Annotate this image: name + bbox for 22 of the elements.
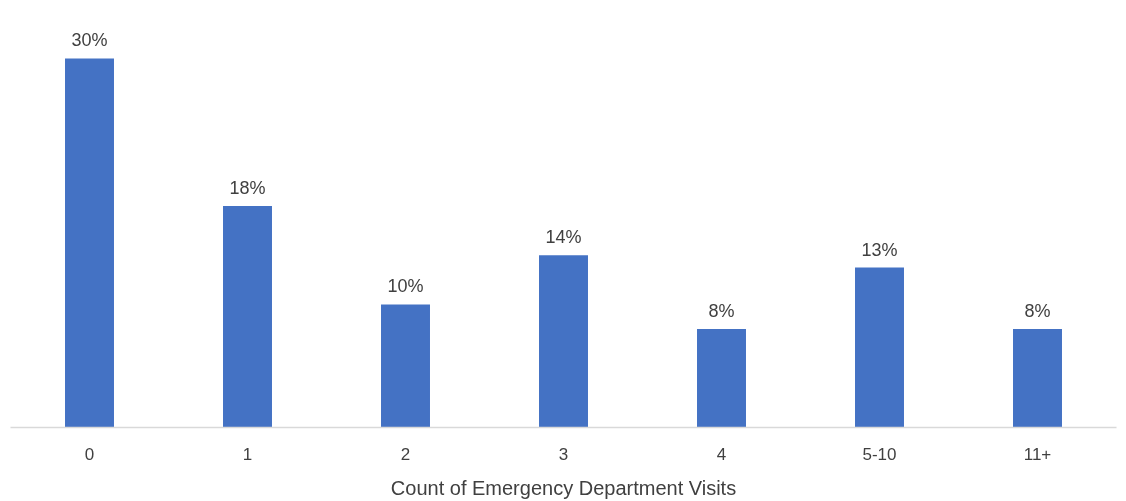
x-tick-label: 3 [558,444,569,464]
bar [1013,329,1062,428]
bar [223,206,272,428]
bar [65,58,114,428]
bar [697,329,746,428]
x-tick-label: 4 [716,444,727,464]
bar [539,255,588,428]
x-axis-title: Count of Emergency Department Visits [390,476,737,499]
data-label: 30% [71,30,108,51]
bar [381,304,430,428]
x-tick-label: 5-10 [862,444,897,464]
x-tick-label: 1 [242,444,253,464]
data-label: 14% [545,227,582,248]
data-label: 18% [229,178,266,199]
x-tick-label: 0 [84,444,95,464]
data-label: 8% [708,301,735,322]
data-label: 13% [861,239,898,260]
x-tick-label: 2 [400,444,411,464]
x-tick-label: 11+ [1023,444,1052,464]
bar [855,267,904,428]
data-label: 8% [1024,301,1051,322]
data-label: 10% [387,276,424,297]
